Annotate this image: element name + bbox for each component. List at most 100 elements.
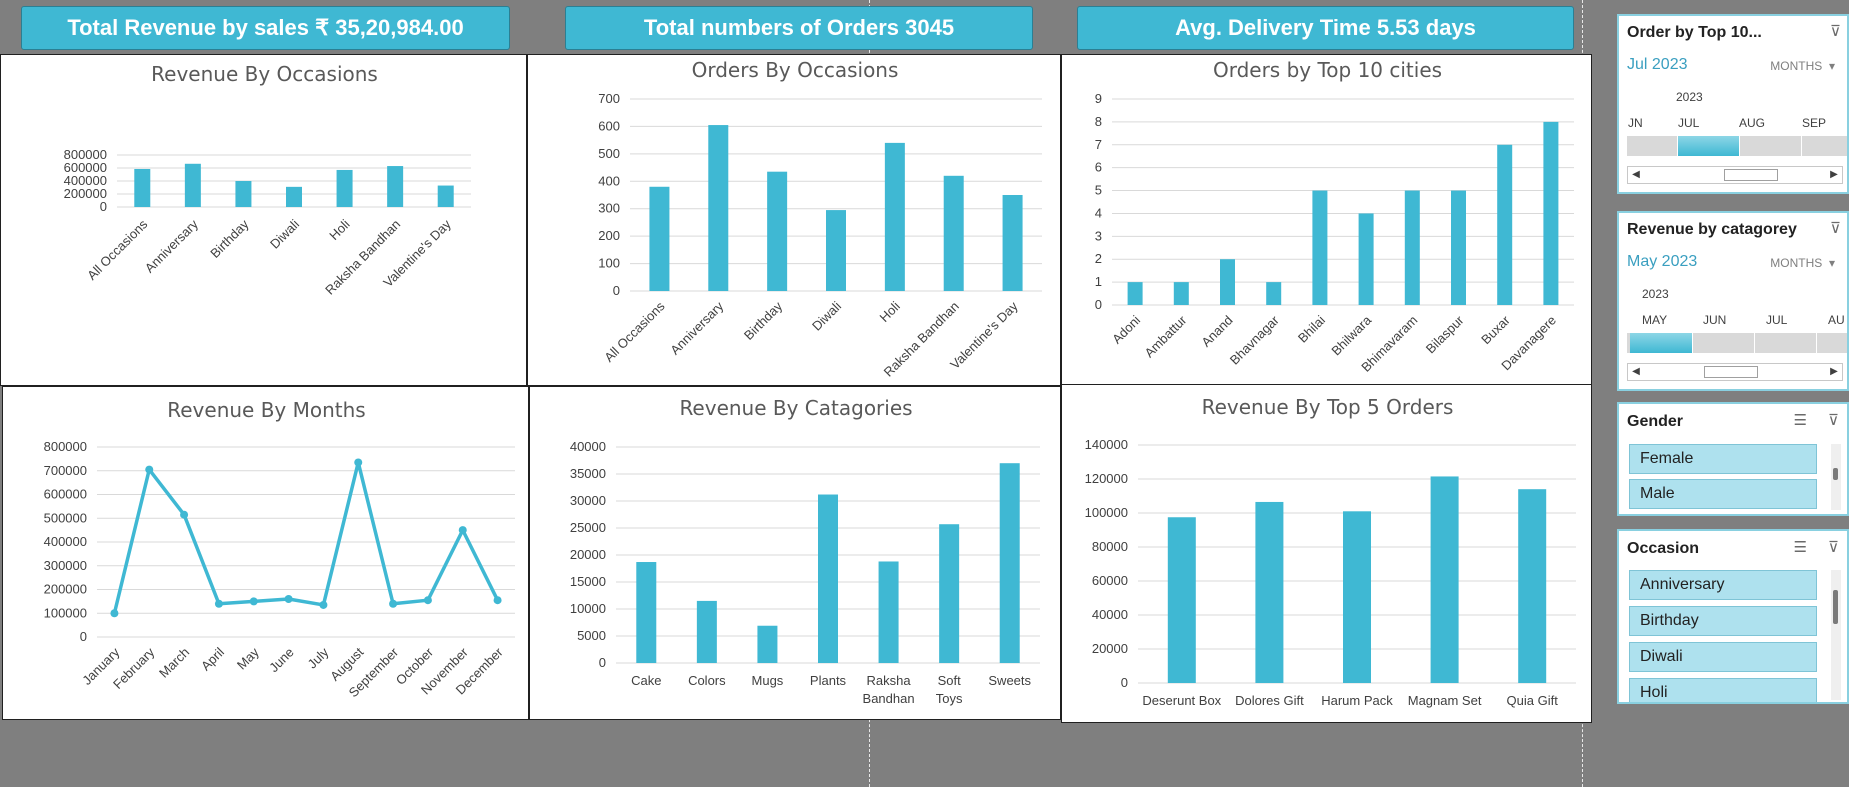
bar-ord-city[interactable] — [1127, 282, 1143, 305]
bar-rev-occ[interactable] — [336, 169, 353, 207]
data-point[interactable] — [493, 596, 502, 605]
y-tick-label: 15000 — [570, 574, 606, 589]
y-tick-label: 140000 — [1085, 437, 1128, 452]
bar-ord-city[interactable] — [1220, 259, 1235, 305]
bar-ord-occ[interactable] — [767, 171, 788, 291]
bar-ord-city[interactable] — [1312, 190, 1328, 305]
data-point[interactable] — [180, 510, 189, 519]
bar-ord-city[interactable] — [1543, 121, 1559, 305]
clear-filter-icon[interactable]: ⊽ — [1828, 539, 1839, 556]
timeline-slicer-top10[interactable]: Order by Top 10... ⊽ Jul 2023 MONTHS ▾ 2… — [1617, 14, 1849, 194]
bar-rev-cat[interactable] — [939, 524, 960, 663]
chart-revenue-by-top5-orders[interactable]: Revenue By Top 5 Orders 0 20000 40000 60000 8… — [1061, 384, 1592, 723]
scroll-thumb[interactable] — [1724, 169, 1778, 181]
chart-orders-by-occasions[interactable]: Orders By Occasions 0 100 200 300 400 500 600 70… — [527, 54, 1061, 386]
data-point[interactable] — [458, 526, 467, 535]
time-level-dropdown[interactable]: MONTHS ▾ — [1770, 256, 1835, 270]
scroll-right-icon[interactable]: ▶ — [1830, 169, 1838, 180]
scroll-left-icon[interactable]: ◀ — [1632, 366, 1640, 377]
bar-rev-occ[interactable] — [286, 186, 302, 207]
time-level-dropdown[interactable]: MONTHS ▾ — [1770, 59, 1835, 73]
bar-rev-cat[interactable] — [696, 600, 717, 663]
chart-revenue-by-occasions[interactable]: Revenue By Occasions 0 200000 400000 600000 8… — [0, 54, 527, 386]
slicer-item-female[interactable]: Female — [1629, 444, 1817, 474]
bar-rev-occ[interactable] — [437, 185, 454, 207]
multi-select-icon[interactable]: ☰ — [1793, 539, 1807, 556]
clear-filter-icon[interactable]: ⊽ — [1830, 23, 1841, 40]
data-point[interactable] — [423, 596, 432, 605]
multi-select-icon[interactable]: ☰ — [1793, 412, 1807, 429]
slicer-gender[interactable]: Gender ☰ ⊽ Female Male — [1617, 402, 1849, 516]
timeline-selection[interactable] — [1630, 333, 1692, 353]
bar-ord-city[interactable] — [1497, 144, 1513, 305]
slicer-item-birthday[interactable]: Birthday — [1629, 606, 1817, 636]
x-tick-label: Bilaspur — [1423, 312, 1467, 356]
data-point[interactable] — [249, 597, 258, 606]
bar-rev-top5[interactable] — [1167, 517, 1196, 683]
bar-rev-top5[interactable] — [1255, 501, 1284, 683]
slicer-item-holi[interactable]: Holi — [1629, 678, 1817, 702]
bar-rev-occ[interactable] — [184, 163, 201, 207]
scroll-left-icon[interactable]: ◀ — [1632, 169, 1640, 180]
bar-rev-occ[interactable] — [134, 168, 151, 207]
data-point[interactable] — [319, 600, 328, 609]
bar-rev-cat[interactable] — [636, 562, 657, 663]
data-point[interactable] — [389, 599, 398, 608]
chart-orders-by-top10-cities[interactable]: Orders by Top 10 cities 0 1 2 3 4 5 6 7 8 9 Adoni Am… — [1061, 54, 1592, 386]
scroll-thumb[interactable] — [1704, 366, 1758, 378]
bar-ord-occ[interactable] — [708, 125, 729, 291]
timeline-scrollbar[interactable]: ◀ ▶ — [1627, 363, 1843, 381]
data-point[interactable] — [354, 458, 363, 467]
clear-filter-icon[interactable]: ⊽ — [1828, 412, 1839, 429]
bar-ord-occ[interactable] — [1002, 195, 1023, 291]
bar-ord-occ[interactable] — [884, 142, 905, 291]
slicer-occasion[interactable]: Occasion ☰ ⊽ Anniversary Birthday Diwali… — [1617, 529, 1849, 704]
slicer-item-diwali[interactable]: Diwali — [1629, 642, 1817, 672]
data-point[interactable] — [145, 465, 154, 474]
slicer-header: Occasion — [1627, 540, 1700, 557]
bar-rev-top5[interactable] — [1430, 476, 1459, 683]
bar-rev-top5[interactable] — [1343, 511, 1371, 683]
kpi-total-revenue[interactable]: Total Revenue by sales ₹ 35,20,984.00 — [21, 6, 510, 50]
timeline-selection[interactable] — [1677, 136, 1739, 156]
clear-filter-icon[interactable]: ⊽ — [1830, 220, 1841, 237]
data-point[interactable] — [214, 599, 223, 608]
bar-rev-top5[interactable] — [1518, 489, 1547, 683]
bar-ord-occ[interactable] — [943, 175, 964, 291]
timeline-month: MAY — [1642, 313, 1668, 327]
kpi-avg-delivery[interactable]: Avg. Delivery Time 5.53 days — [1077, 6, 1574, 50]
vertical-scrollbar[interactable] — [1831, 570, 1841, 700]
scroll-right-icon[interactable]: ▶ — [1830, 366, 1838, 377]
bar-ord-city[interactable] — [1404, 190, 1420, 305]
scroll-thumb[interactable] — [1833, 468, 1838, 480]
bar-rev-cat[interactable] — [757, 625, 778, 663]
y-tick-label: 600 — [598, 118, 620, 133]
data-point[interactable] — [284, 595, 293, 603]
bar-ord-occ[interactable] — [649, 186, 670, 291]
vertical-scrollbar[interactable] — [1831, 444, 1841, 510]
bar-rev-cat[interactable] — [818, 494, 838, 663]
bar-ord-occ[interactable] — [826, 210, 846, 291]
scroll-thumb[interactable] — [1833, 590, 1838, 624]
series-line[interactable] — [112, 460, 500, 614]
y-tick-label: 400 — [598, 173, 620, 188]
chart-revenue-by-categories[interactable]: Revenue By Catagories 0 5000 10000 15000 2000… — [529, 386, 1061, 720]
timeline-scrollbar[interactable]: ◀ ▶ — [1627, 166, 1843, 184]
timeline-bar[interactable] — [1627, 136, 1847, 156]
chart-revenue-by-months[interactable]: Revenue By Months 0 100000 200000 300000 4000… — [2, 386, 529, 720]
bar-rev-occ[interactable] — [387, 166, 404, 207]
timeline-bar[interactable] — [1627, 333, 1847, 353]
kpi-total-orders[interactable]: Total numbers of Orders 3045 — [565, 6, 1033, 50]
bar-ord-city[interactable] — [1266, 282, 1282, 305]
timeline-slicer-category[interactable]: Revenue by catagorey ⊽ May 2023 MONTHS ▾… — [1617, 211, 1849, 391]
bar-rev-cat[interactable] — [878, 561, 899, 663]
bar-rev-cat[interactable] — [999, 463, 1020, 663]
bar-rev-occ[interactable] — [235, 181, 252, 207]
bar-ord-city[interactable] — [1451, 190, 1466, 305]
slicer-item-male[interactable]: Male — [1629, 479, 1817, 509]
bar-ord-city[interactable] — [1358, 213, 1374, 305]
data-point[interactable] — [110, 609, 119, 618]
bar-ord-city[interactable] — [1173, 282, 1189, 305]
slicer-item-anniversary[interactable]: Anniversary — [1629, 570, 1817, 600]
timeline-divider — [1801, 136, 1802, 156]
